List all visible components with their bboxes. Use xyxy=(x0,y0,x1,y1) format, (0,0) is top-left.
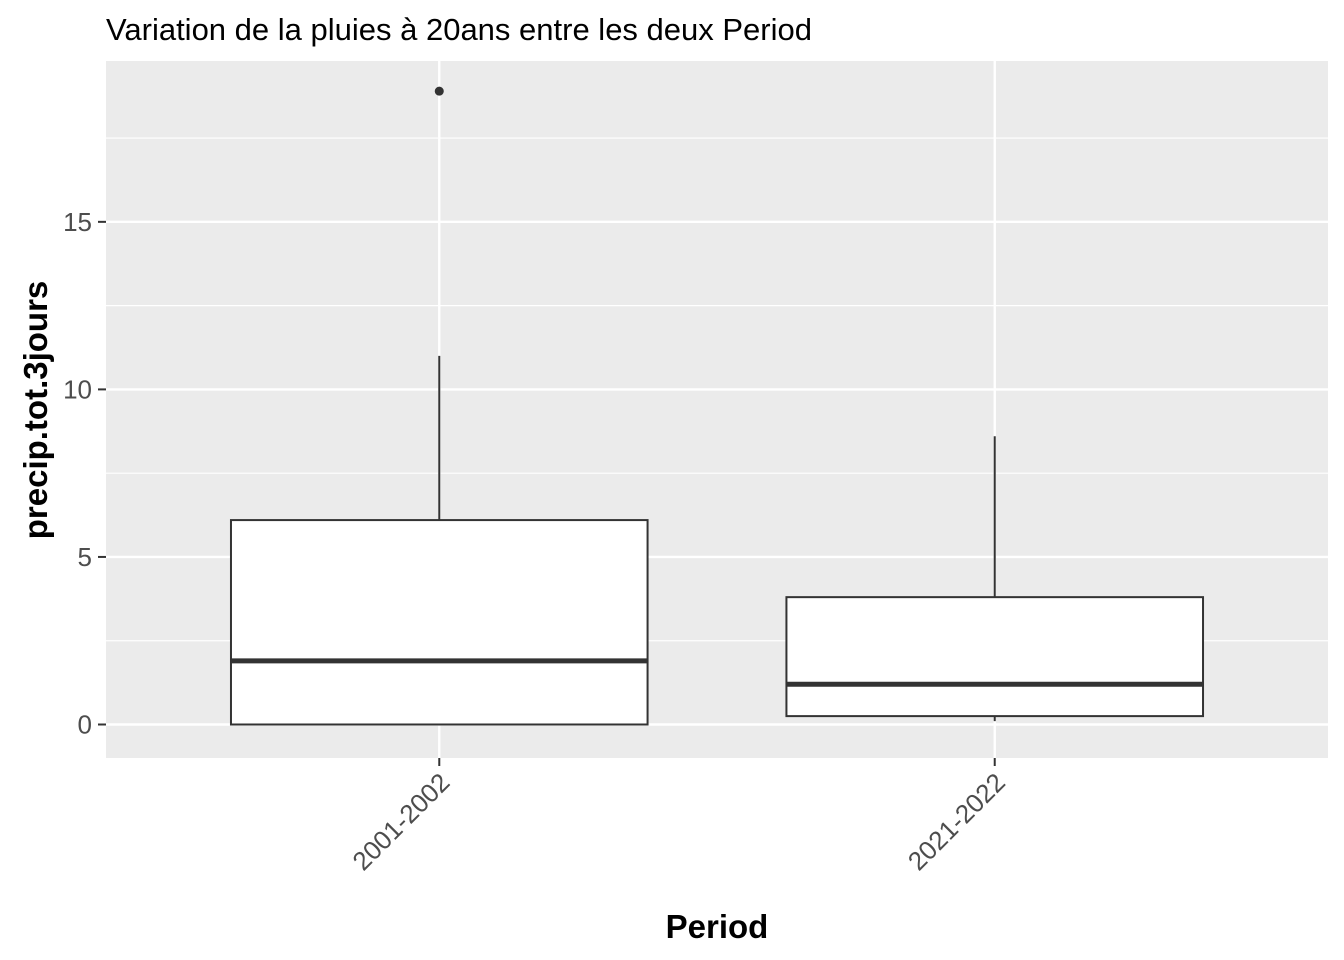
box-2021-2022 xyxy=(785,436,1205,722)
outlier-point xyxy=(434,86,444,96)
y-tick-label: 0 xyxy=(78,709,92,739)
x-axis-title: Period xyxy=(666,908,769,945)
box-iqr xyxy=(229,519,649,726)
x-tick-label: 2021-2022 xyxy=(902,767,1011,876)
y-tick-label: 15 xyxy=(63,207,92,237)
x-tick-label: 2001-2002 xyxy=(346,767,455,876)
y-tick-label: 10 xyxy=(63,374,92,404)
box-iqr xyxy=(785,596,1205,718)
boxes-layer xyxy=(229,86,1205,726)
box-2001-2002 xyxy=(229,86,649,726)
y-axis: 0 5 10 15 xyxy=(63,207,106,739)
chart-title: Variation de la pluies à 20ans entre les… xyxy=(106,12,812,47)
y-tick-label: 5 xyxy=(78,542,92,572)
x-axis: 2001-2002 2021-2022 xyxy=(346,758,1011,876)
y-axis-title: precip.tot.3jours xyxy=(17,281,54,540)
